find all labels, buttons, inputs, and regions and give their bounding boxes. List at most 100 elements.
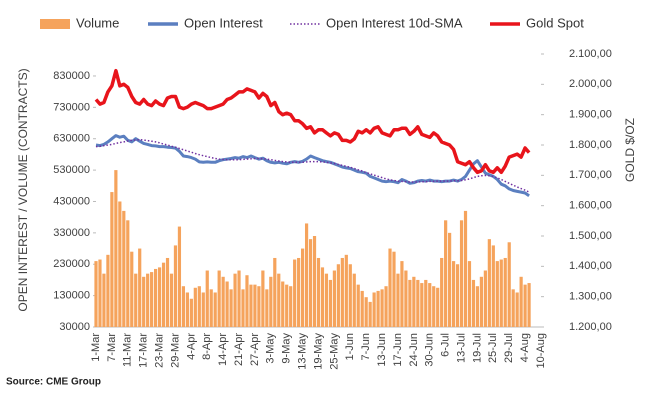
volume-bar [134,273,138,327]
volume-bar [217,270,221,327]
volume-bar [126,220,130,327]
volume-bar [177,226,182,327]
volume-bar [165,257,170,327]
y2-tick-label: 1.300,00 [569,291,612,303]
series-line [94,68,531,175]
x-tick-label: 25-Jul [487,333,499,363]
volume-bar [348,264,352,327]
volume-bar [463,210,468,327]
x-tick-label: 19-May [312,333,324,370]
x-tick-label: 25-May [328,333,340,370]
x-tick-label: 7-Jun [360,333,372,361]
volume-bar [479,276,484,327]
volume-bar [316,257,321,327]
volume-bar [487,239,491,327]
volume-bar [225,281,229,327]
source-note: Source: CME Group [6,377,101,388]
volume-bar [459,220,464,327]
volume-bar [336,264,340,327]
volume-bar [106,254,110,327]
volume-bar [257,286,261,327]
x-tick-label: 14-Apr [217,333,229,366]
volume-bar [356,284,360,327]
y2-tick-label: 1.400,00 [569,260,612,272]
volume-bar [400,261,404,327]
volume-bar [503,257,507,327]
volume-bar [475,286,480,327]
volume-bar [289,286,293,327]
volume-bar [114,170,118,327]
x-tick-label: 29-Mar [169,333,181,368]
x-tick-label: 19-Jul [471,333,483,363]
volume-bar [130,251,134,327]
volume-bar [261,270,265,327]
volume-bar [352,273,356,327]
y2-tick-label: 2.100,00 [569,48,612,60]
volume-bar [237,270,241,327]
volume-bar [122,210,126,327]
volume-bar [285,284,289,327]
volume-bar [213,292,217,327]
volume-bar [102,273,106,327]
volume-bar [416,279,420,327]
legend-label: Gold Spot [526,15,584,30]
y2-tick-label: 1.900,00 [569,109,612,121]
volume-bar [368,301,372,327]
y-tick-label: 730000 [53,101,90,113]
x-tick-label: 4-Apr [185,333,197,360]
y-tick-label: 530000 [53,164,90,176]
volume-bar [511,289,515,327]
y-tick-label: 430000 [53,195,90,207]
y2-axis-label: GOLD $/OZ [623,118,637,182]
volume-bar [428,283,432,327]
volume-bar [201,292,205,327]
volume-bar [404,270,408,327]
x-tick-label: 30-Jun [424,333,436,367]
volume-bar [197,286,201,327]
volume-bar [448,232,452,327]
y2-tick-label: 1.200,00 [569,321,612,333]
volume-bar [241,289,245,327]
volume-bar [527,283,531,327]
volume-bar [384,286,388,327]
volume-bar [360,290,364,327]
volume-bar [94,261,98,327]
x-tick-label: 8-Apr [201,333,213,360]
x-tick-label: 17-Mar [138,333,150,368]
volume-bar [340,257,344,327]
volume-bar [376,290,380,327]
x-tick-label: 10-Aug [535,333,547,368]
volume-bar [408,279,412,327]
y2-tick-label: 2.000,00 [569,78,612,90]
x-tick-label: 23-Mar [153,333,165,368]
volume-bar [269,276,273,327]
volume-bar [312,236,317,327]
volume-bar [424,279,428,327]
volume-bar [519,276,523,327]
volume-bar [499,259,503,327]
volume-bar [161,262,166,327]
volume-bar [507,242,511,327]
volume-bar [181,286,186,327]
legend-label: Volume [76,15,119,30]
y2-tick-label: 1.600,00 [569,200,612,212]
y2-tick-label: 1.500,00 [569,230,612,242]
volume-bar [142,276,146,327]
volume-bar [324,273,329,327]
volume-bar [193,287,197,327]
volume-bar [98,259,102,327]
volume-bar [372,292,376,327]
volume-bar [364,297,368,327]
y-tick-label: 830000 [53,70,90,82]
x-tick-label: 24-Jun [408,333,420,367]
volume-bar [301,248,305,327]
x-tick-label: 13-Jul [455,333,467,363]
volume-bar [185,292,189,327]
volume-bar [332,270,336,327]
y-tick-label: 30000 [59,321,90,333]
volume-bar [157,267,162,327]
legend-swatch [40,19,70,29]
volume-bar [523,284,527,327]
volume-bar [138,248,142,327]
